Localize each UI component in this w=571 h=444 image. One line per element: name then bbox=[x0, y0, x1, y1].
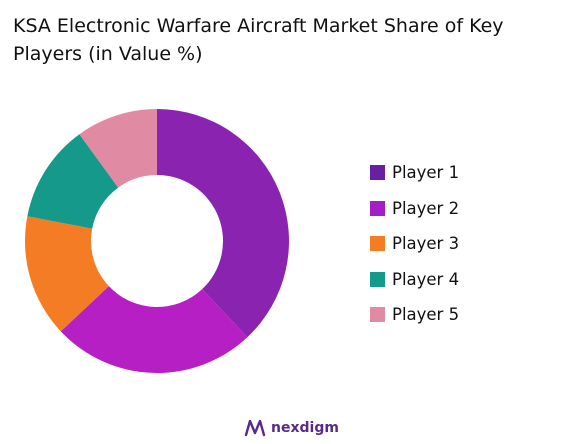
legend: Player 1 Player 2 Player 3 Player 4 Player 5 bbox=[370, 155, 459, 333]
slice-player-5 bbox=[79, 109, 157, 188]
chart-title: KSA Electronic Warfare Aircraft Market S… bbox=[13, 15, 504, 65]
nexdigm-logo-icon bbox=[244, 419, 266, 437]
legend-label: Player 1 bbox=[392, 163, 460, 183]
legend-item-player-5: Player 5 bbox=[370, 297, 459, 333]
slice-player-3 bbox=[25, 216, 109, 332]
slice-player-2 bbox=[60, 286, 248, 373]
legend-swatch bbox=[370, 165, 385, 181]
slice-player-4 bbox=[27, 134, 119, 229]
nexdigm-logo: nexdigm bbox=[244, 418, 339, 438]
legend-label: Player 3 bbox=[392, 234, 460, 254]
legend-item-player-4: Player 4 bbox=[370, 262, 459, 298]
legend-swatch bbox=[370, 307, 385, 323]
slice-player-1 bbox=[157, 109, 289, 338]
logo-text: nexdigm bbox=[271, 420, 339, 436]
legend-label: Player 2 bbox=[392, 198, 460, 218]
legend-item-player-1: Player 1 bbox=[370, 155, 459, 191]
legend-item-player-2: Player 2 bbox=[370, 191, 459, 227]
legend-swatch bbox=[370, 200, 385, 216]
legend-swatch bbox=[370, 271, 385, 287]
legend-label: Player 5 bbox=[392, 305, 460, 325]
legend-label: Player 4 bbox=[392, 269, 460, 289]
legend-swatch bbox=[370, 236, 385, 252]
legend-item-player-3: Player 3 bbox=[370, 226, 459, 262]
